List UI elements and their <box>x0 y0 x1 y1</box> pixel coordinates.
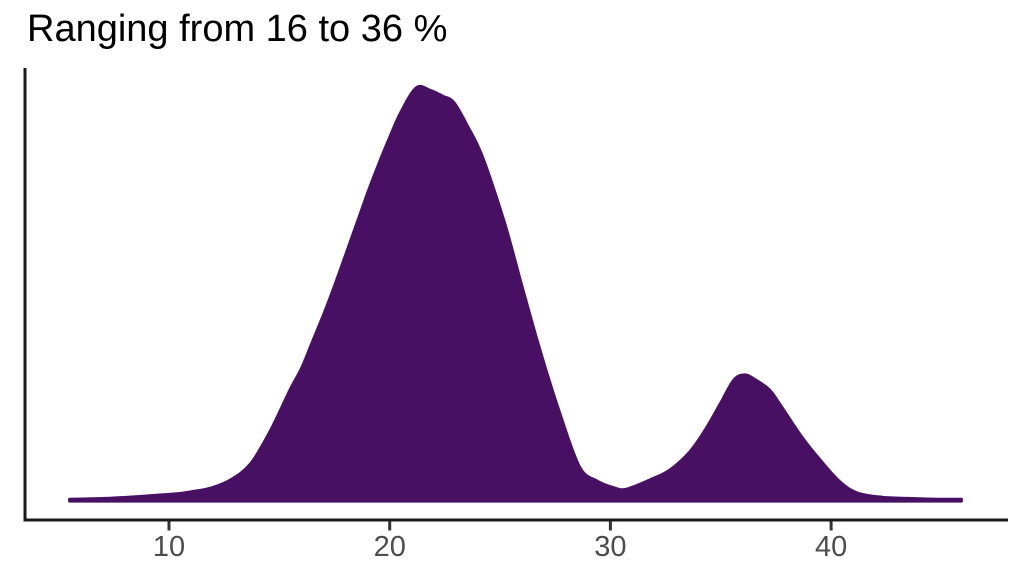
chart-title: Ranging from 16 to 36 % <box>27 8 448 50</box>
x-axis-tick-label: 20 <box>374 531 406 563</box>
x-axis-tick-label: 30 <box>594 531 626 563</box>
x-axis-tick-label: 40 <box>815 531 847 563</box>
x-axis-tick-label: 10 <box>153 531 185 563</box>
density-area <box>68 84 963 503</box>
